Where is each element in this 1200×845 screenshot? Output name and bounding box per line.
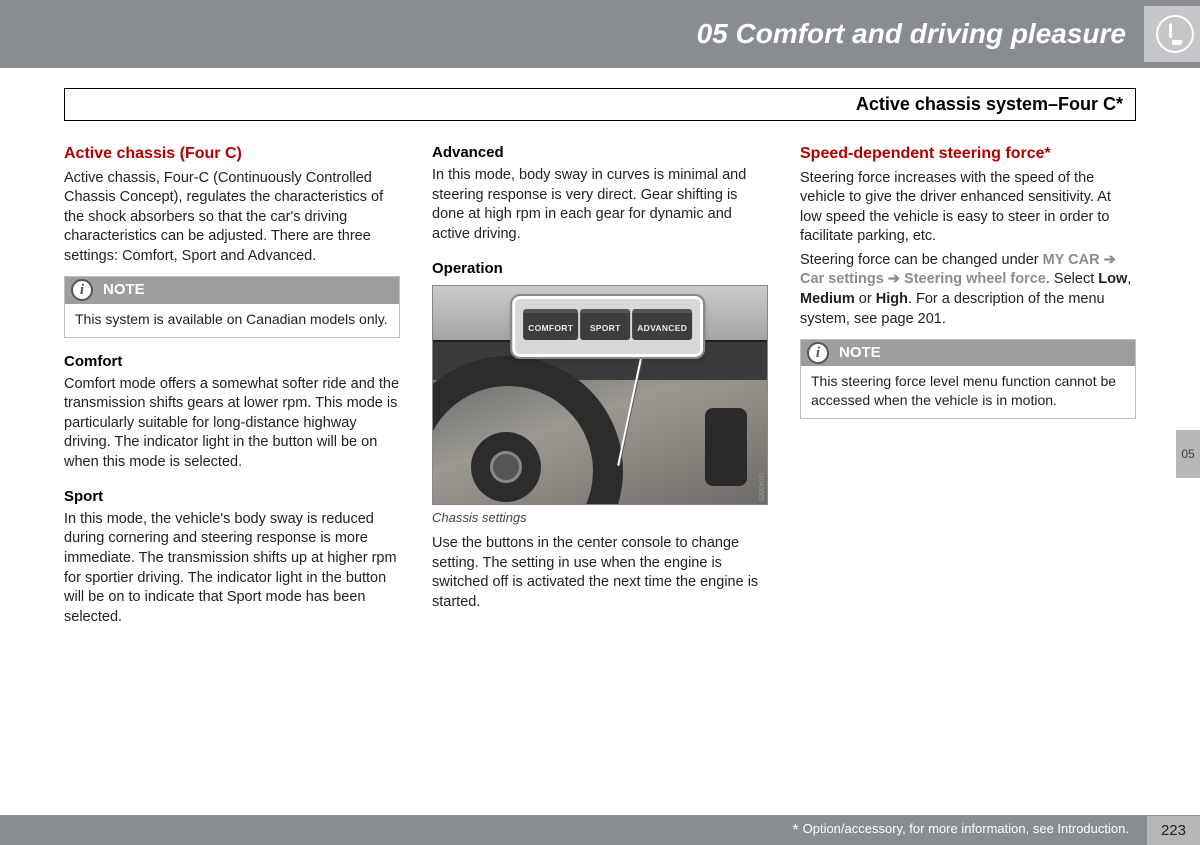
para-advanced: In this mode, body sway in curves is min…	[432, 166, 768, 244]
note-header: i NOTE	[801, 340, 1135, 366]
footer-bar: * Option/accessory, for more information,…	[0, 815, 1200, 845]
figure-callout: COMFORT SPORT ADVANCED	[512, 296, 703, 357]
heading-comfort: Comfort	[64, 352, 400, 372]
mode-button-advanced: ADVANCED	[632, 309, 692, 340]
note-box-1: i NOTE This system is available on Canad…	[64, 276, 400, 337]
heading-sport: Sport	[64, 487, 400, 507]
arrow-icon: ➔	[1104, 252, 1116, 268]
figure-caption: Chassis settings	[432, 509, 768, 527]
figure-shifter	[705, 408, 747, 486]
note-body: This system is available on Canadian mod…	[65, 304, 399, 337]
info-icon: i	[71, 279, 93, 301]
mode-button-row: COMFORT SPORT ADVANCED	[523, 309, 692, 340]
footer-note: Option/accessory, for more information, …	[803, 821, 1129, 836]
side-chapter-tab: 05	[1176, 430, 1200, 478]
heading-active-chassis: Active chassis (Four C)	[64, 143, 400, 165]
option-high: High	[876, 291, 908, 307]
text-fragment: or	[855, 291, 876, 307]
column-1: Active chassis (Four C) Active chassis, …	[64, 143, 400, 631]
para-operation: Use the buttons in the center console to…	[432, 534, 768, 612]
menu-car-settings: Car settings	[800, 271, 884, 287]
note-body: This steering force level menu function …	[801, 366, 1135, 418]
heading-advanced: Advanced	[432, 143, 768, 163]
para-comfort: Comfort mode offers a somewhat softer ri…	[64, 375, 400, 473]
note-label: NOTE	[103, 281, 145, 298]
arrow-icon: ➔	[888, 271, 900, 287]
figure-code: G043665	[756, 473, 765, 502]
figure-wheel-hub	[471, 432, 541, 502]
column-3: Speed-dependent steering force* Steering…	[800, 143, 1136, 631]
para-steering-1: Steering force increases with the speed …	[800, 169, 1136, 247]
footer-text: * Option/accessory, for more information,…	[792, 821, 1147, 840]
note-label: NOTE	[839, 344, 881, 361]
page-number: 223	[1147, 816, 1200, 845]
chapter-banner: 05 Comfort and driving pleasure	[0, 0, 1200, 68]
option-low: Low	[1098, 271, 1127, 287]
option-medium: Medium	[800, 291, 855, 307]
menu-mycar: MY CAR	[1043, 252, 1100, 268]
text-fragment: . Select	[1046, 271, 1098, 287]
content-columns: Active chassis (Four C) Active chassis, …	[64, 143, 1136, 631]
asterisk-icon: *	[792, 822, 798, 839]
mode-button-sport: SPORT	[580, 309, 630, 340]
note-box-2: i NOTE This steering force level menu fu…	[800, 339, 1136, 419]
figure-chassis-settings: COMFORT SPORT ADVANCED G043665	[432, 285, 768, 505]
para-steering-2: Steering force can be changed under MY C…	[800, 251, 1136, 329]
section-header: Active chassis system–Four C*	[64, 88, 1136, 121]
mode-button-comfort: COMFORT	[523, 309, 578, 340]
para-sport: In this mode, the vehicle's body sway is…	[64, 510, 400, 627]
heading-operation: Operation	[432, 259, 768, 279]
column-2: Advanced In this mode, body sway in curv…	[432, 143, 768, 631]
note-header: i NOTE	[65, 277, 399, 303]
heading-steering-force: Speed-dependent steering force*	[800, 143, 1136, 165]
para-intro: Active chassis, Four-C (Continuously Con…	[64, 169, 400, 267]
section-header-box: Active chassis system–Four C*	[64, 88, 1136, 121]
text-fragment: Steering force can be changed under	[800, 252, 1043, 268]
menu-steering-force: Steering wheel force	[904, 271, 1046, 287]
chapter-title: 05 Comfort and driving pleasure	[697, 18, 1126, 50]
seat-icon	[1144, 6, 1200, 62]
info-icon: i	[807, 342, 829, 364]
